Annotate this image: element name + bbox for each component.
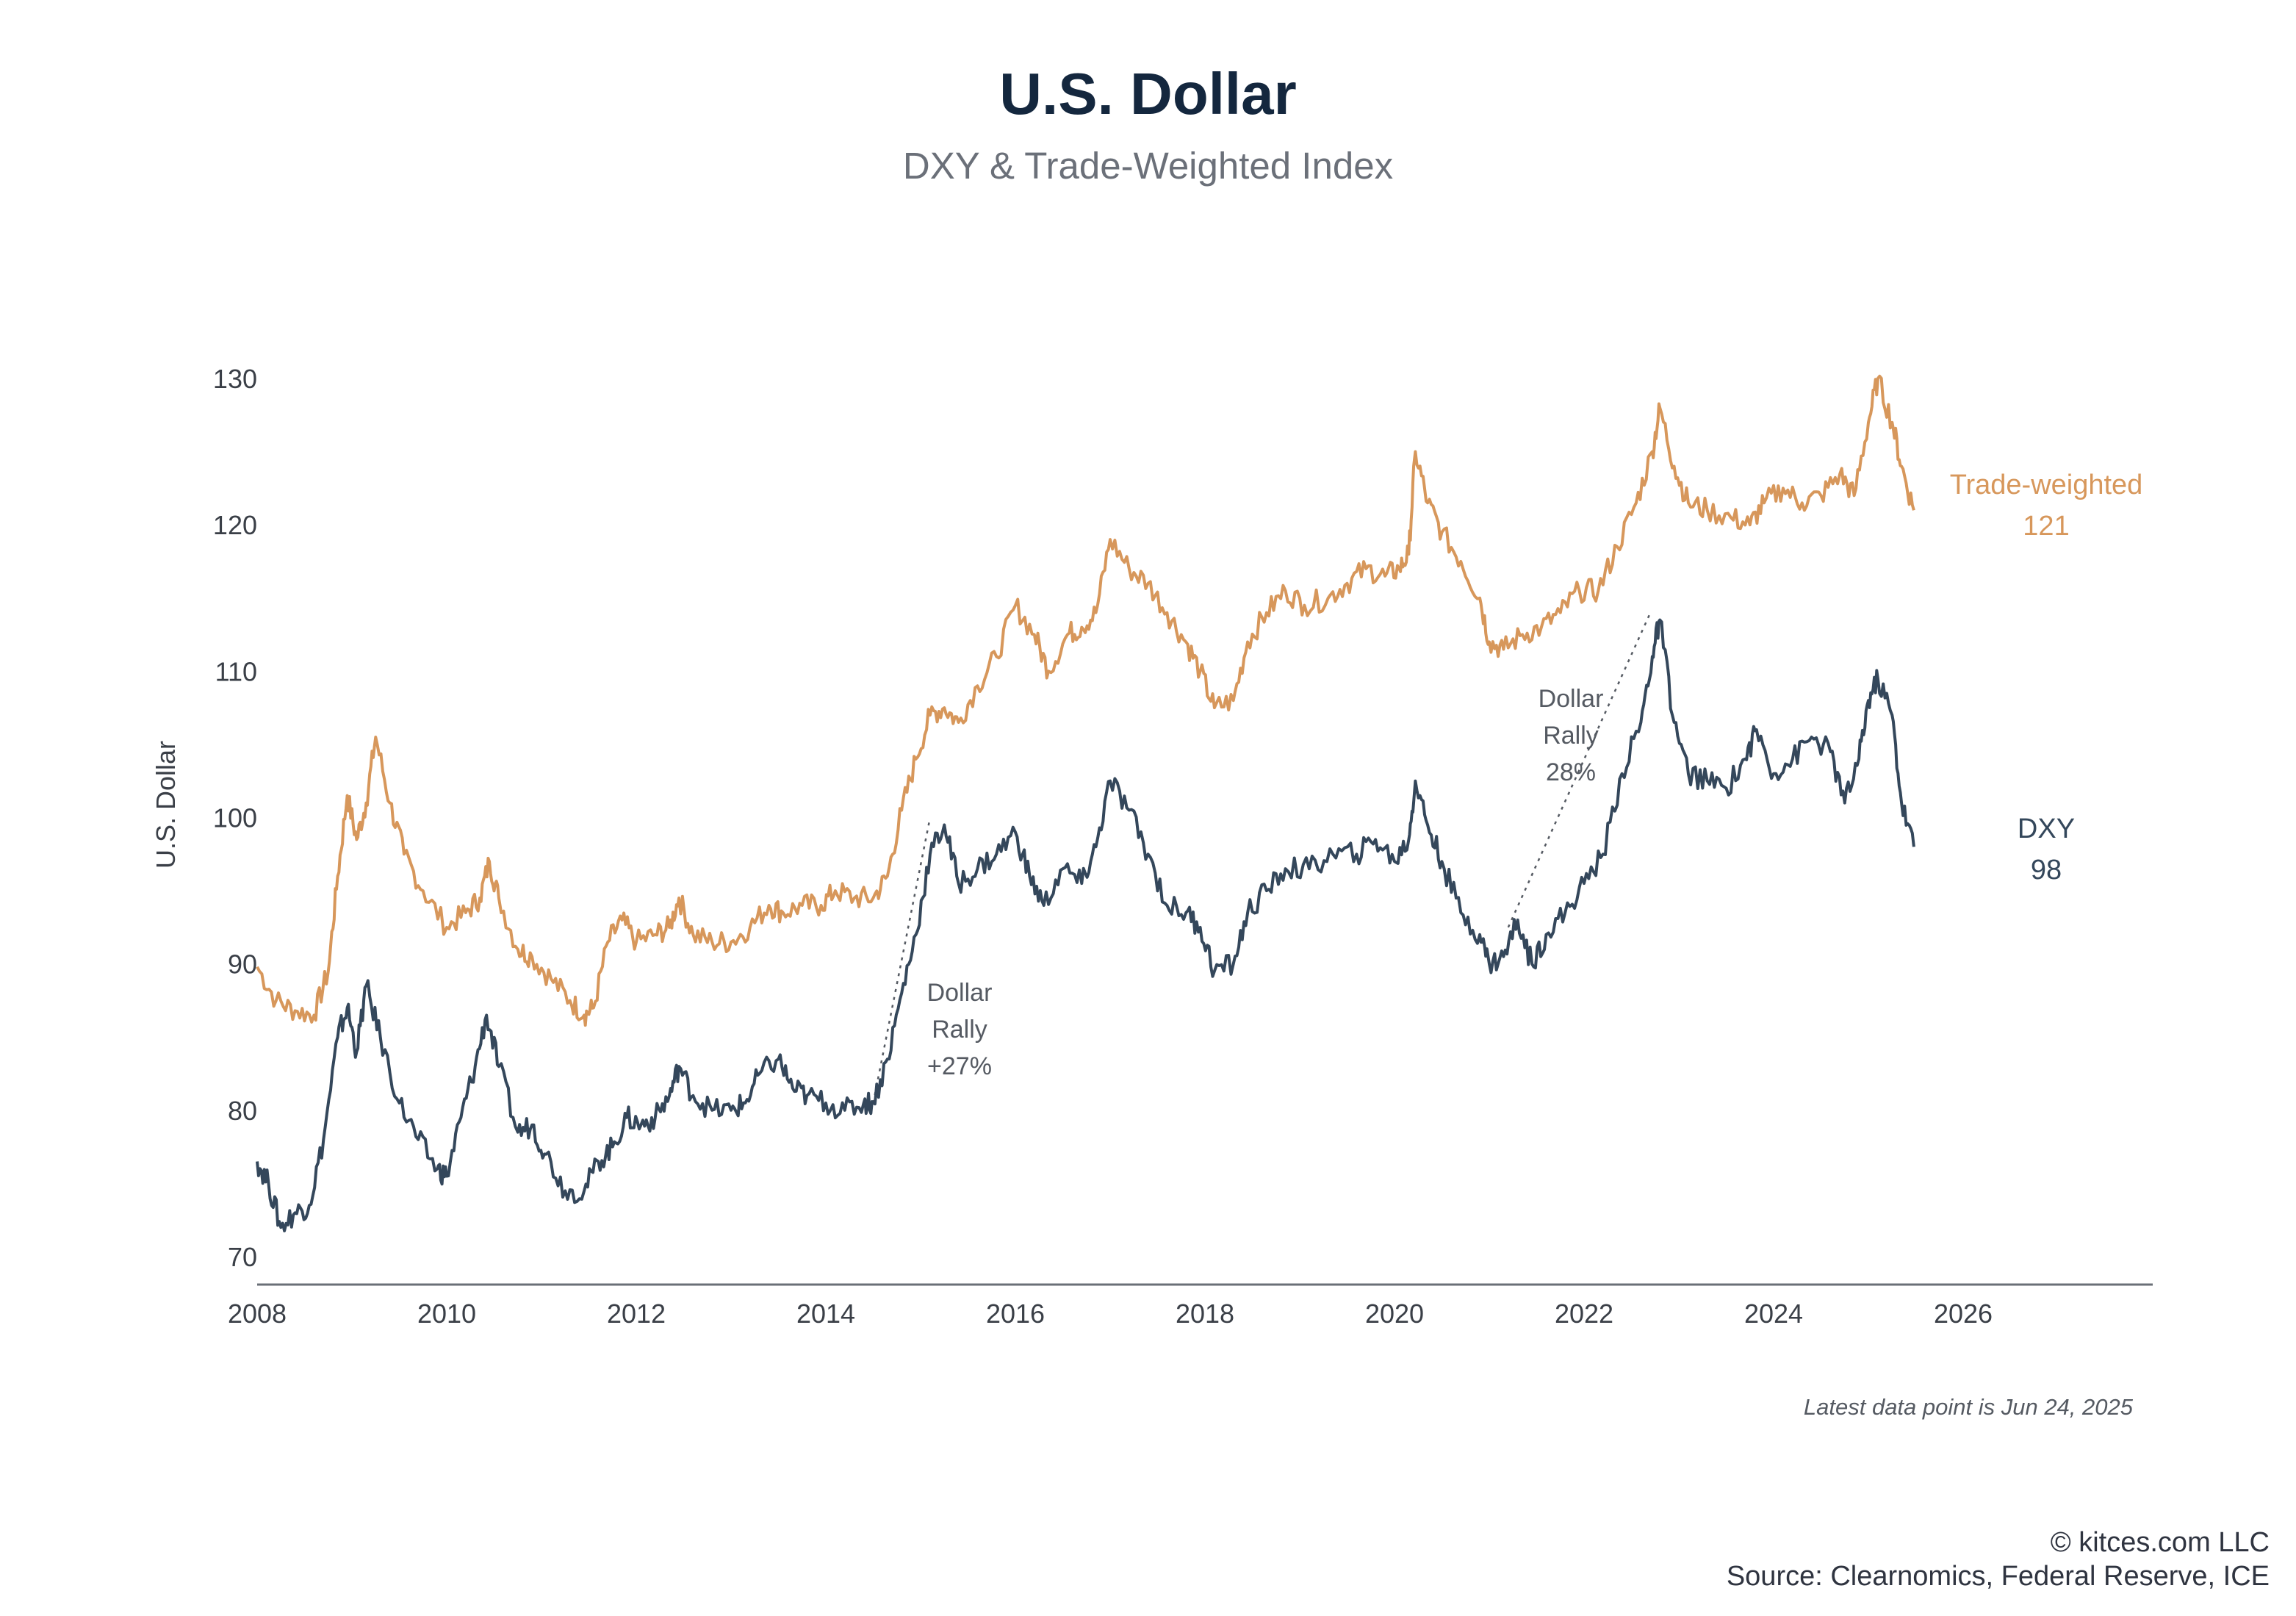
trade-weighted-line <box>256 374 1915 1027</box>
y-tick-label: 120 <box>213 510 257 540</box>
rally-dotted-line <box>872 817 932 1104</box>
x-tick-label: 2012 <box>607 1299 666 1329</box>
copyright-text: © kitces.com LLC <box>2050 1527 2270 1558</box>
rally-annotation-line: Rally <box>1543 722 1599 750</box>
rally-annotation-line: Rally <box>932 1016 987 1044</box>
x-tick-label: 2014 <box>796 1299 855 1329</box>
y-tick-label: 90 <box>228 949 257 980</box>
chart-subtitle: DXY & Trade-Weighted Index <box>902 145 1394 187</box>
dxy-label: DXY <box>2018 814 2075 844</box>
annotations-group: Dollar Rally +27% Dollar Rally 28% <box>872 612 1652 1104</box>
x-tick-label: 2022 <box>1555 1299 1613 1329</box>
x-tick-label: 2024 <box>1744 1299 1803 1329</box>
dxy-line <box>256 618 1915 1232</box>
axes-group: 2008 2010 2012 2014 2016 2018 2020 2022 2024 2026… <box>151 364 2153 1329</box>
rally-annotation-line: Dollar <box>927 979 993 1007</box>
chart-title: U.S. Dollar <box>999 61 1297 126</box>
y-tick-label: 130 <box>213 364 257 394</box>
rally-annotation: Dollar Rally 28% <box>1539 685 1604 786</box>
dxy-value-label: 98 <box>2031 855 2062 886</box>
y-tick-label: 100 <box>213 803 257 833</box>
latest-data-note: Latest data point is Jun 24, 2025 <box>1803 1394 2133 1420</box>
y-tick-label: 110 <box>215 656 257 686</box>
rally-annotation-line: +27% <box>927 1052 992 1080</box>
y-tick-label: 80 <box>228 1096 257 1126</box>
x-tick-label: 2016 <box>986 1299 1045 1329</box>
rally-annotation-line: Dollar <box>1539 685 1604 713</box>
x-tick-label: 2026 <box>1934 1299 1993 1329</box>
x-tick-label: 2018 <box>1176 1299 1234 1329</box>
y-tick-label: 70 <box>228 1242 257 1272</box>
source-text: Source: Clearnomics, Federal Reserve, IC… <box>1726 1561 2270 1592</box>
x-tick-label: 2008 <box>228 1299 287 1329</box>
series-labels-group: Trade-weighted 121 DXY 98 <box>1950 470 2143 886</box>
y-axis-label: U.S. Dollar <box>151 741 181 869</box>
rally-annotation: Dollar Rally +27% <box>927 979 993 1080</box>
series-group <box>256 374 1915 1232</box>
rally-annotation-line: 28% <box>1546 758 1596 786</box>
rally-dotted-line <box>1507 612 1652 928</box>
trade-weighted-label: Trade-weighted <box>1950 470 2143 500</box>
x-tick-label: 2010 <box>417 1299 476 1329</box>
trade-weighted-value-label: 121 <box>2023 511 2069 542</box>
x-tick-label: 2020 <box>1365 1299 1424 1329</box>
